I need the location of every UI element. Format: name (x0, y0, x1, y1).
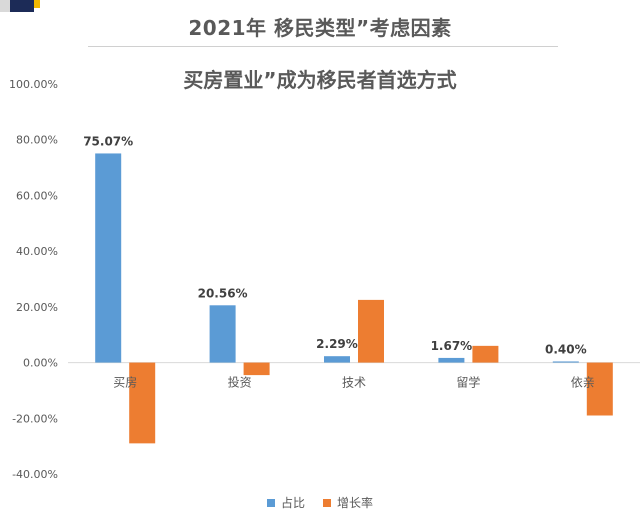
data-label: 20.56% (198, 286, 248, 300)
legend: 占比 增长率 (0, 494, 640, 511)
category-label: 依亲 (571, 375, 595, 390)
bar-share (438, 357, 465, 363)
data-label: 75.07% (83, 134, 133, 148)
bar-share (209, 305, 236, 363)
y-tick-label: -20.00% (12, 412, 58, 425)
category-label: 技术 (342, 376, 366, 390)
bar-share (552, 361, 579, 363)
y-tick-label: 80.00% (16, 134, 58, 147)
legend-swatch-share (266, 498, 275, 507)
legend-item-share: 占比 (266, 494, 305, 511)
bar-share (95, 153, 122, 363)
y-tick-label: 0.00% (23, 357, 58, 370)
legend-label-growth: 增长率 (337, 496, 374, 510)
category-label: 投资 (228, 375, 252, 390)
legend-swatch-growth (323, 498, 331, 507)
bar-growth (129, 362, 156, 444)
bar-growth (586, 362, 613, 416)
bar-share (324, 356, 350, 363)
y-tick-label: 100.00% (9, 78, 58, 91)
data-label: 0.40% (545, 342, 587, 356)
chart-title: 2021年 移民类型”考虑因素 (188, 16, 452, 40)
data-label: 2.29% (316, 337, 358, 351)
y-tick-label: 20.00% (16, 301, 58, 314)
category-label: 买房 (113, 375, 137, 390)
bar-growth (243, 362, 270, 376)
legend-item-growth: 增长率 (323, 494, 373, 511)
legend-label-share: 占比 (280, 496, 305, 510)
y-tick-label: -40.00% (12, 468, 58, 481)
title-divider (88, 46, 558, 47)
data-label: 1.67% (431, 339, 473, 353)
category-label: 留学 (456, 375, 480, 390)
chart-subtitle: 买房置业”成为移民者首选方式 (183, 68, 457, 92)
bar-growth (472, 345, 499, 363)
y-tick-label: 40.00% (16, 245, 58, 258)
logo (0, 0, 40, 12)
y-tick-label: 60.00% (16, 189, 58, 202)
bar-growth (358, 299, 384, 363)
